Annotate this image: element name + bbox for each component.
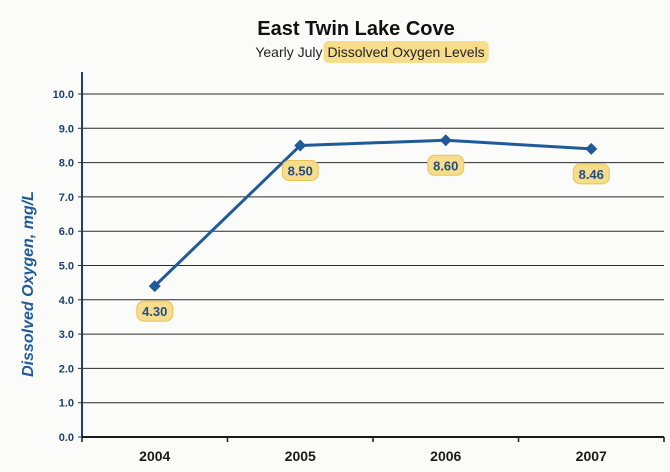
x-axis-ticks: 2004 2005 2006 2007 xyxy=(81,437,665,464)
data-labels: 4.30 8.50 8.60 8.46 xyxy=(136,154,610,322)
x-tick-label: 2005 xyxy=(285,448,316,464)
x-tick-label: 2006 xyxy=(430,448,461,464)
y-tick-label: 8.0 xyxy=(59,158,74,170)
chart-title: East Twin Lake Cove xyxy=(257,18,454,40)
gridlines xyxy=(82,93,664,404)
y-axis-label: Dissolved Oxygen, mg/L xyxy=(20,191,37,377)
data-label: 4.30 xyxy=(142,304,167,319)
y-tick-label: 1.0 xyxy=(59,398,74,410)
data-label-background xyxy=(427,154,465,176)
data-label: 8.50 xyxy=(288,163,313,178)
x-tick-label: 2007 xyxy=(576,448,607,464)
y-tick-label: 10.0 xyxy=(53,89,74,101)
y-tick-label: 9.0 xyxy=(59,123,74,135)
data-label-background xyxy=(136,300,174,322)
series-line xyxy=(153,138,592,288)
chart-subtitle: Yearly July Dissolved Oxygen Levels xyxy=(255,44,484,60)
x-tick-label: 2004 xyxy=(139,448,170,464)
y-tick-label: 3.0 xyxy=(59,329,74,341)
data-point xyxy=(439,134,452,147)
subtitle-prefix: Yearly July xyxy=(255,44,322,60)
data-point xyxy=(585,142,598,155)
subtitle-highlight-background xyxy=(323,41,489,63)
y-tick-label: 5.0 xyxy=(59,261,74,273)
subtitle-highlight: Dissolved Oxygen Levels xyxy=(328,44,485,60)
data-point xyxy=(148,280,161,293)
data-label-background xyxy=(281,159,319,181)
series xyxy=(148,134,598,293)
y-axis-ticks: 0.0 1.0 2.0 3.0 4.0 5.0 6.0 7.0 8.0 9.0 10.0 xyxy=(53,89,82,444)
data-label: 8.60 xyxy=(433,158,458,173)
y-tick-label: 7.0 xyxy=(59,192,74,204)
data-label: 8.46 xyxy=(579,167,604,182)
data-point xyxy=(294,139,307,152)
data-label-background xyxy=(572,163,610,185)
y-tick-label: 2.0 xyxy=(59,363,74,375)
y-tick-label: 6.0 xyxy=(59,226,74,238)
y-tick-label: 0.0 xyxy=(59,432,74,444)
y-tick-label: 4.0 xyxy=(59,295,74,307)
